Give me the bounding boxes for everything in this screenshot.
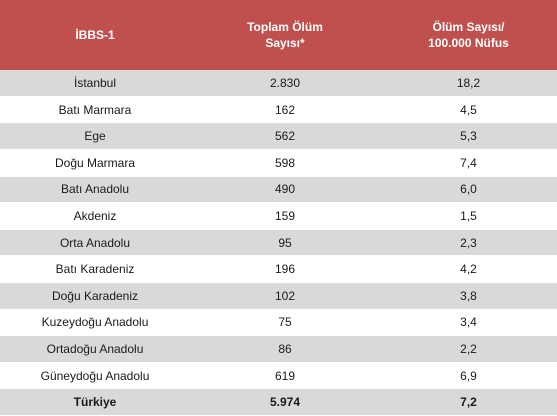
region-cell: Kuzeydoğu Anadolu xyxy=(41,315,149,330)
deaths-cell: 196 xyxy=(274,262,296,277)
deaths-cell: 598 xyxy=(274,155,296,170)
deaths-cell: 95 xyxy=(278,235,292,250)
total-rate-cell: 7,2 xyxy=(460,395,477,410)
table-row: Doğu Marmara 598 7,4 xyxy=(0,150,557,177)
header-region: İBBS-1 xyxy=(75,28,115,43)
header-death-rate-line2: 100.000 Nüfus xyxy=(428,36,509,51)
deaths-cell: 2.830 xyxy=(269,76,301,91)
rate-cell: 18,2 xyxy=(456,76,481,91)
rate-cell: 6,9 xyxy=(460,368,477,383)
rate-cell: 7,4 xyxy=(460,155,477,170)
table-row: Batı Marmara 162 4,5 xyxy=(0,96,557,124)
header-total-deaths-line1: Toplam Ölüm xyxy=(247,20,323,35)
table-row: Güneydoğu Anadolu 619 6,9 xyxy=(0,362,557,390)
header-death-rate-line1: Ölüm Sayısı/ xyxy=(432,20,505,35)
table-row: Batı Anadolu 490 6,0 xyxy=(0,176,557,204)
table-row: Kuzeydoğu Anadolu 75 3,4 xyxy=(0,309,557,337)
table-body: İstanbul 2.830 18,2 Batı Marmara 162 4,5… xyxy=(0,70,557,416)
rate-cell: 4,5 xyxy=(460,102,477,117)
table-row: Ortadoğu Anadolu 86 2,2 xyxy=(0,336,557,363)
table-row: Doğu Karadeniz 102 3,8 xyxy=(0,283,557,310)
region-cell: Doğu Marmara xyxy=(54,155,136,170)
region-cell: İstanbul xyxy=(73,76,117,91)
deaths-cell: 159 xyxy=(274,209,296,224)
header-total-deaths: Toplam Ölüm Sayısı* xyxy=(190,19,380,51)
deaths-cell: 490 xyxy=(274,182,296,197)
table-row: Batı Karadeniz 196 4,2 xyxy=(0,256,557,284)
table-row: İstanbul 2.830 18,2 xyxy=(0,70,557,97)
region-cell: Batı Karadeniz xyxy=(55,262,135,277)
rate-cell: 3,8 xyxy=(460,288,477,303)
deaths-cell: 162 xyxy=(274,102,296,117)
total-deaths-cell: 5.974 xyxy=(269,395,301,410)
table-header: İBBS-1 Toplam Ölüm Sayısı* Ölüm Sayısı/ … xyxy=(0,0,557,71)
total-row: Türkiye 5.974 7,2 xyxy=(0,389,557,416)
deaths-cell: 619 xyxy=(274,368,296,383)
deaths-cell: 562 xyxy=(274,129,296,144)
region-cell: Batı Anadolu xyxy=(60,182,130,197)
rate-cell: 1,5 xyxy=(460,209,477,224)
rate-cell: 3,4 xyxy=(460,315,477,330)
deaths-cell: 102 xyxy=(274,288,296,303)
rate-cell: 4,2 xyxy=(460,262,477,277)
region-cell: Ege xyxy=(84,129,106,144)
rate-cell: 2,3 xyxy=(460,235,477,250)
region-cell: Ortadoğu Anadolu xyxy=(46,342,144,357)
deaths-cell: 86 xyxy=(278,342,292,357)
table-row: Orta Anadolu 95 2,3 xyxy=(0,229,557,257)
table-row: Ege 562 5,3 xyxy=(0,123,557,151)
table-row: Akdeniz 159 1,5 xyxy=(0,203,557,230)
header-total-deaths-line2: Sayısı* xyxy=(265,36,305,51)
region-cell: Akdeniz xyxy=(73,209,117,224)
total-region-cell: Türkiye xyxy=(73,395,117,410)
region-cell: Orta Anadolu xyxy=(59,235,131,250)
rate-cell: 5,3 xyxy=(460,129,477,144)
deaths-cell: 75 xyxy=(278,315,292,330)
region-cell: Güneydoğu Anadolu xyxy=(40,368,150,383)
region-cell: Doğu Karadeniz xyxy=(51,288,139,303)
region-cell: Batı Marmara xyxy=(58,102,132,117)
header-death-rate: Ölüm Sayısı/ 100.000 Nüfus xyxy=(380,19,557,51)
rate-cell: 2,2 xyxy=(460,342,477,357)
rate-cell: 6,0 xyxy=(460,182,477,197)
